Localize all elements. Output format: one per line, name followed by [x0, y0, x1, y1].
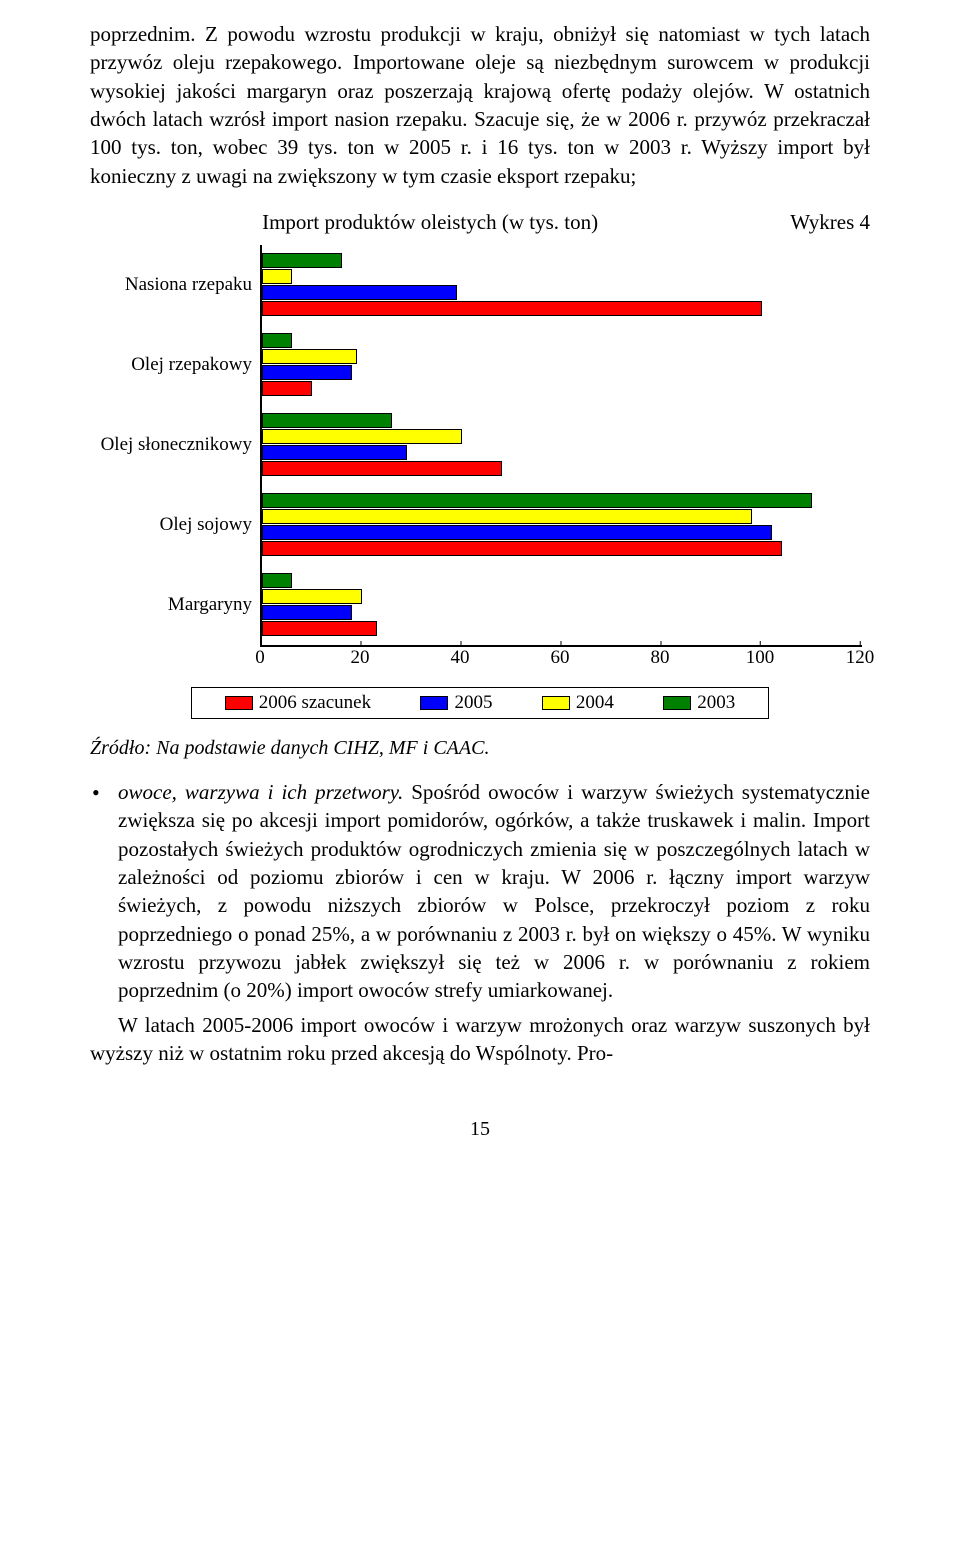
y-axis-labels: Nasiona rzepakuOlej rzepakowyOlej słonec… — [90, 245, 260, 647]
legend-swatch — [225, 696, 253, 710]
bar — [262, 525, 772, 540]
bullet-lead: owoce, warzywa i ich przetwory. — [118, 780, 403, 804]
bar — [262, 269, 292, 284]
page-number: 15 — [90, 1118, 870, 1141]
paragraph-1: poprzednim. Z powodu wzrostu produkcji w… — [90, 20, 870, 190]
category-label: Olej słonecznikowy — [90, 405, 260, 485]
bar — [262, 445, 407, 460]
bar — [262, 253, 342, 268]
x-tick: 80 — [651, 647, 670, 669]
bar — [262, 493, 812, 508]
category-group — [262, 405, 862, 485]
bar — [262, 365, 352, 380]
legend-swatch — [542, 696, 570, 710]
page: poprzednim. Z powodu wzrostu produkcji w… — [0, 0, 960, 1181]
legend-item: 2005 — [420, 692, 492, 714]
category-group — [262, 565, 862, 645]
bullet-rest: Spośród owoców i warzyw świeżych systema… — [118, 780, 870, 1002]
chart-number-label: Wykres 4 — [790, 210, 870, 235]
bar — [262, 541, 782, 556]
paragraph-3: W latach 2005-2006 import owoców i warzy… — [90, 1011, 870, 1068]
category-label: Margaryny — [90, 565, 260, 645]
bar-chart: Nasiona rzepakuOlej rzepakowyOlej słonec… — [90, 245, 870, 719]
bar — [262, 621, 377, 636]
bar — [262, 605, 352, 620]
x-tick: 60 — [551, 647, 570, 669]
legend-item: 2006 szacunek — [225, 692, 371, 714]
x-tick: 0 — [255, 647, 265, 669]
category-group — [262, 245, 862, 325]
x-tick: 100 — [746, 647, 775, 669]
x-tick: 20 — [351, 647, 370, 669]
bar — [262, 333, 292, 348]
legend-label: 2005 — [454, 692, 492, 714]
legend-swatch — [663, 696, 691, 710]
legend-item: 2004 — [542, 692, 614, 714]
chart-title: Import produktów oleistych (w tys. ton) — [90, 210, 770, 235]
legend-label: 2003 — [697, 692, 735, 714]
bar — [262, 509, 752, 524]
legend-swatch — [420, 696, 448, 710]
x-tick: 120 — [846, 647, 875, 669]
chart-legend: 2006 szacunek 2005 2004 2003 — [191, 687, 769, 719]
bar — [262, 285, 457, 300]
category-label: Olej sojowy — [90, 485, 260, 565]
chart-header: Import produktów oleistych (w tys. ton) … — [90, 210, 870, 235]
bar — [262, 349, 357, 364]
legend-label: 2006 szacunek — [259, 692, 371, 714]
bar — [262, 301, 762, 316]
x-axis-ticks: 020406080100120 — [260, 647, 860, 675]
legend-label: 2004 — [576, 692, 614, 714]
x-tick: 40 — [451, 647, 470, 669]
bar — [262, 413, 392, 428]
bar — [262, 589, 362, 604]
bar — [262, 381, 312, 396]
category-group — [262, 325, 862, 405]
bar — [262, 429, 462, 444]
legend-item: 2003 — [663, 692, 735, 714]
bullet-paragraph: owoce, warzywa i ich przetwory. Spośród … — [90, 778, 870, 1005]
bars-area — [260, 245, 862, 647]
category-group — [262, 485, 862, 565]
source-line: Źródło: Na podstawie danych CIHZ, MF i C… — [90, 737, 870, 760]
category-label: Nasiona rzepaku — [90, 245, 260, 325]
bar — [262, 461, 502, 476]
category-label: Olej rzepakowy — [90, 325, 260, 405]
bar — [262, 573, 292, 588]
